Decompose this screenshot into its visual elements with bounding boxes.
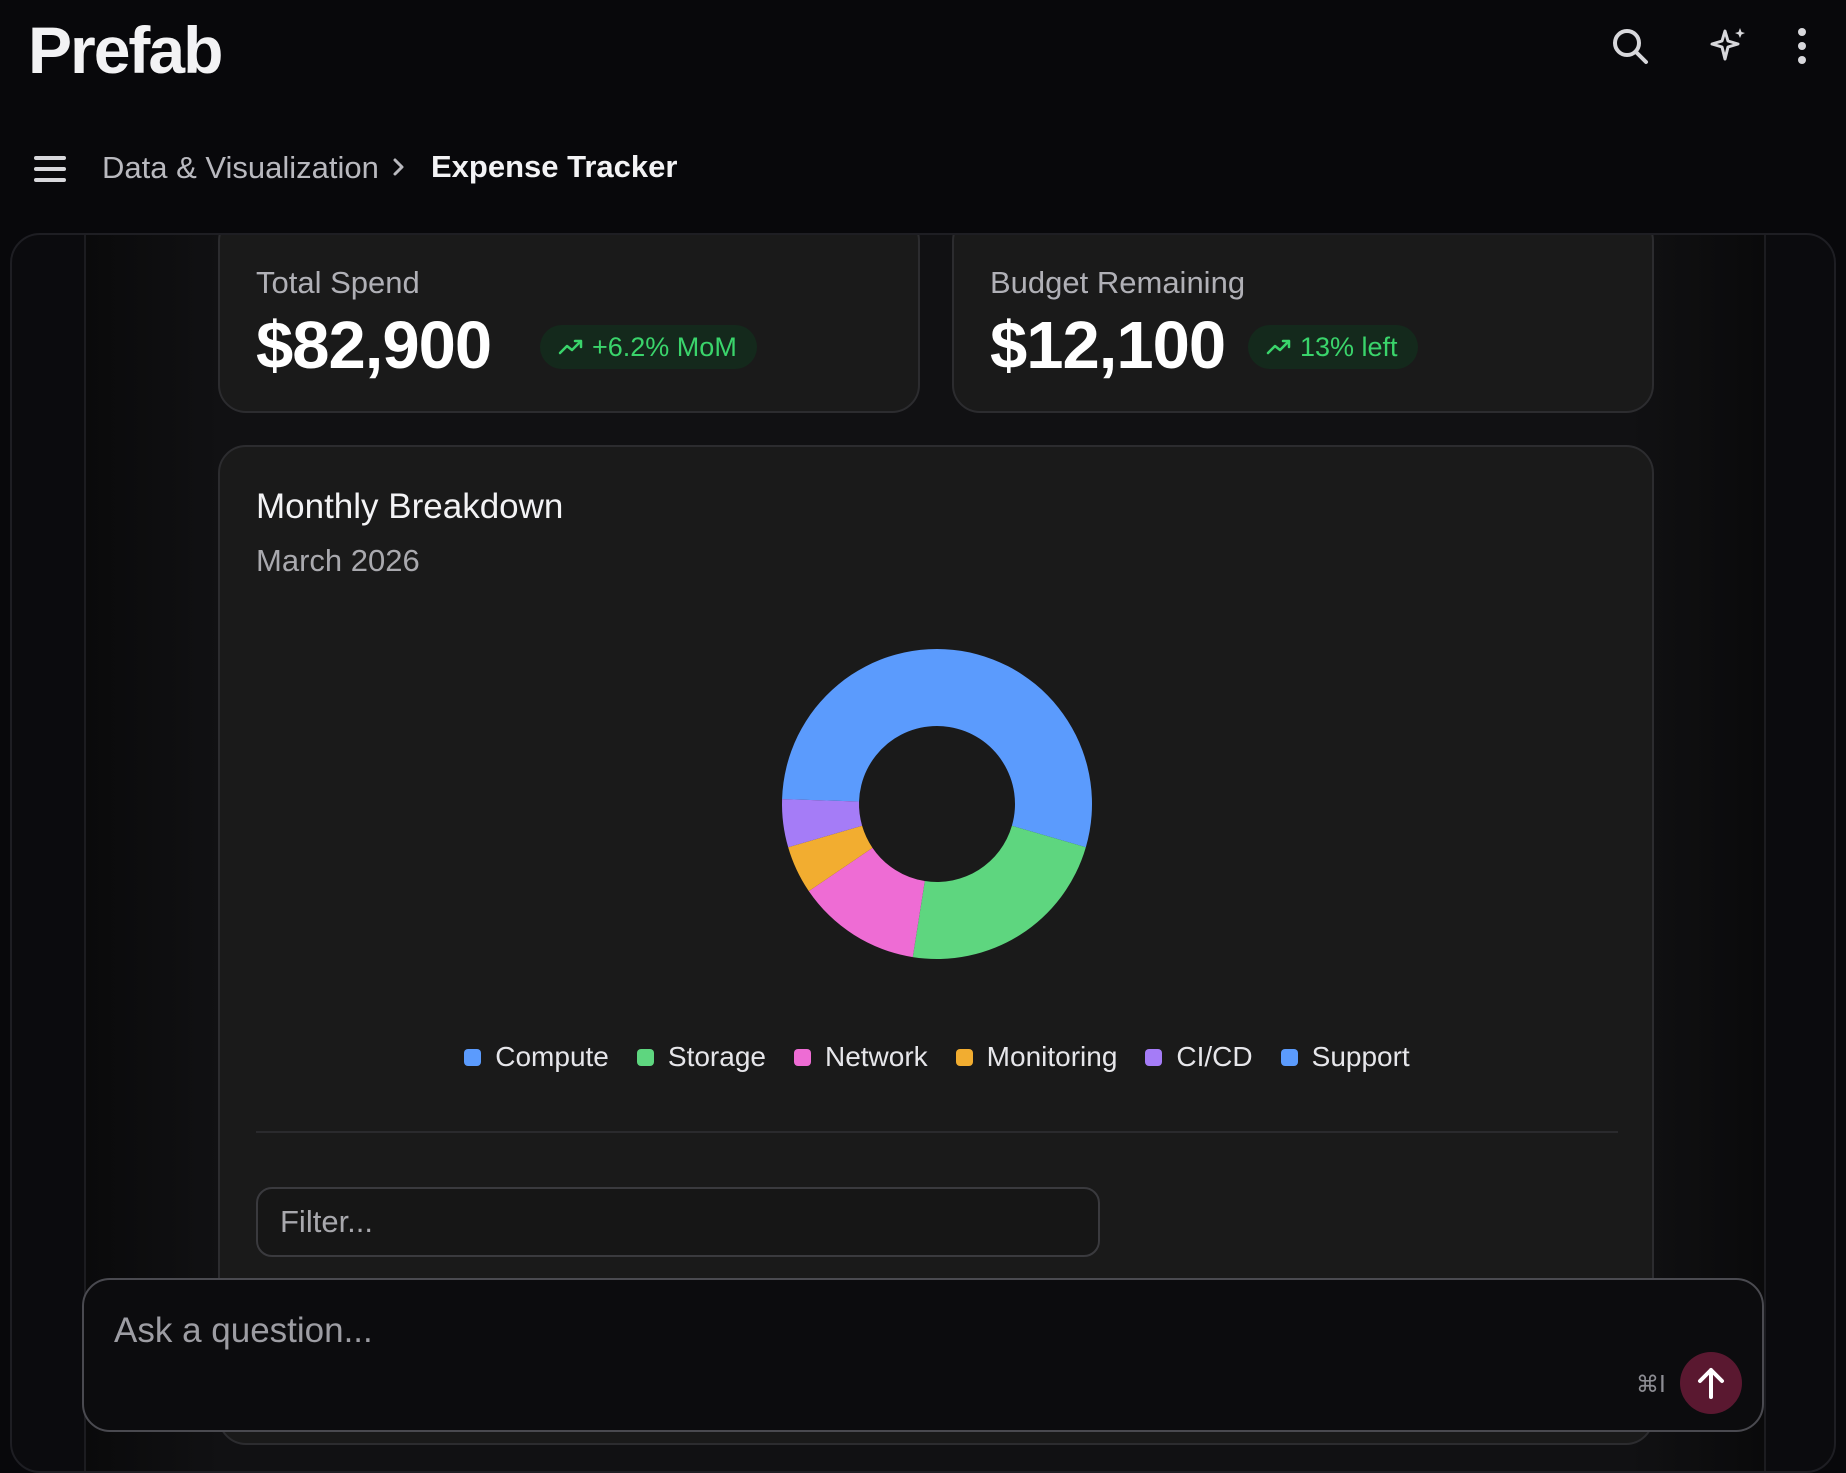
chart-subtitle: March 2026 <box>256 543 420 578</box>
legend-swatch <box>636 1048 654 1066</box>
legend-item[interactable]: Support <box>1280 1041 1410 1073</box>
legend-swatch <box>464 1048 482 1066</box>
legend-swatch <box>793 1048 811 1066</box>
legend-swatch <box>1280 1048 1298 1066</box>
legend-label: Storage <box>667 1041 766 1072</box>
breadcrumb-parent-link[interactable]: Data & Visualization <box>102 150 379 185</box>
legend-label: Compute <box>495 1041 609 1072</box>
ask-question-input[interactable] <box>114 1306 1414 1356</box>
trending-up-icon <box>1266 339 1291 355</box>
legend-label: Network <box>824 1041 928 1072</box>
legend-item[interactable]: Network <box>793 1041 928 1073</box>
legend-label: Monitoring <box>986 1041 1118 1072</box>
top-bar: Prefab <box>0 0 1846 110</box>
trending-up-icon <box>558 339 583 355</box>
kpi-card-budget-remaining: Budget Remaining $12,100 13% left <box>952 235 1654 413</box>
chevron-right-icon <box>392 154 406 185</box>
donut-slice-ci-cd[interactable] <box>782 799 863 848</box>
more-vertical-icon[interactable] <box>1780 24 1824 68</box>
content-scroll-area[interactable]: Total Spend $82,900 +6.2% MoM Budget Rem… <box>84 235 1766 1471</box>
legend-swatch <box>1145 1048 1163 1066</box>
kpi-value: $12,100 <box>990 308 1226 383</box>
kpi-label: Budget Remaining <box>990 265 1246 300</box>
keyboard-shortcut-hint: ⌘I <box>1636 1372 1666 1398</box>
legend-item[interactable]: Monitoring <box>955 1041 1118 1073</box>
legend-swatch <box>955 1048 973 1066</box>
donut-slice-compute[interactable] <box>782 649 1092 848</box>
chart-title: Monthly Breakdown <box>256 487 564 526</box>
content-frame: Total Spend $82,900 +6.2% MoM Budget Rem… <box>10 233 1836 1473</box>
app-logo: Prefab <box>28 13 223 87</box>
legend-label: CI/CD <box>1176 1041 1253 1072</box>
donut-chart[interactable] <box>780 647 1094 961</box>
legend-label: Support <box>1311 1041 1410 1072</box>
legend-item[interactable]: CI/CD <box>1145 1041 1253 1073</box>
filter-input[interactable] <box>256 1187 1100 1257</box>
legend-item[interactable]: Compute <box>464 1041 609 1073</box>
kpi-badge-text: 13% left <box>1300 331 1398 362</box>
donut-slice-monitoring[interactable] <box>788 825 873 892</box>
legend-item[interactable]: Storage <box>636 1041 766 1073</box>
chart-legend: Compute Storage Network Monitoring CI/CD Supp… <box>220 1041 1654 1073</box>
send-button[interactable] <box>1680 1352 1742 1414</box>
kpi-card-total-spend: Total Spend $82,900 +6.2% MoM <box>218 235 920 413</box>
kpi-badge: +6.2% MoM <box>540 325 757 369</box>
kpi-value: $82,900 <box>256 308 492 383</box>
chat-box: ⌘I <box>82 1278 1764 1432</box>
kpi-badge-text: +6.2% MoM <box>592 331 737 362</box>
donut-slice-network[interactable] <box>808 847 925 958</box>
hamburger-menu-icon[interactable] <box>34 154 68 189</box>
donut-slice-storage[interactable] <box>912 825 1086 959</box>
breadcrumb-current: Expense Tracker <box>431 149 678 184</box>
divider <box>256 1131 1618 1133</box>
breadcrumb: Data & Visualization Expense Tracker <box>0 140 1846 200</box>
kpi-badge: 13% left <box>1248 325 1418 369</box>
arrow-up-icon <box>1698 1368 1724 1399</box>
sparkle-icon[interactable] <box>1706 24 1750 68</box>
kpi-label: Total Spend <box>256 265 420 300</box>
search-icon[interactable] <box>1608 24 1652 68</box>
